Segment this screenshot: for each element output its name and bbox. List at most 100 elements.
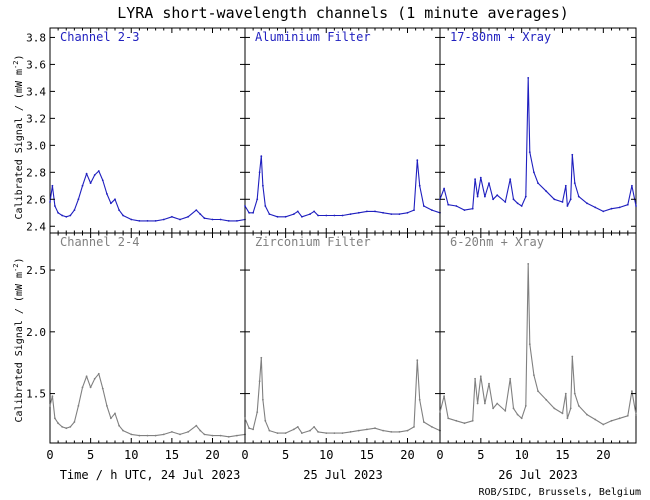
data-point <box>309 213 311 216</box>
y-tick-label: 2.0 <box>26 326 46 339</box>
data-point <box>626 414 629 417</box>
data-point <box>374 210 376 213</box>
series-line <box>49 373 246 438</box>
data-point <box>57 422 59 425</box>
data-point <box>602 210 605 213</box>
data-point <box>479 375 482 378</box>
data-point <box>484 402 486 405</box>
data-point <box>101 387 104 390</box>
x-tick-label: 10 <box>319 448 333 462</box>
data-point <box>635 205 637 207</box>
data-point <box>54 205 56 207</box>
data-point <box>262 184 264 187</box>
data-point <box>443 395 445 397</box>
data-point <box>252 211 255 214</box>
data-point <box>110 417 112 420</box>
data-point <box>631 390 633 392</box>
data-point <box>413 209 415 212</box>
data-point <box>447 203 450 206</box>
x-tick-label: 20 <box>400 448 414 462</box>
data-point <box>416 159 419 162</box>
data-point <box>564 184 567 187</box>
x-tick-label: 0 <box>241 448 248 462</box>
panel-label: Channel 2-4 <box>60 235 139 249</box>
panel-frame <box>244 27 441 234</box>
data-point <box>569 407 572 410</box>
data-point <box>586 202 588 205</box>
x-tick-label: 0 <box>46 448 53 462</box>
data-point <box>455 205 458 207</box>
data-point <box>162 218 165 221</box>
data-point <box>564 392 567 395</box>
data-point <box>171 431 173 433</box>
data-point <box>496 402 499 405</box>
data-point <box>471 419 474 422</box>
data-point <box>93 377 96 380</box>
data-point <box>341 214 344 217</box>
y-axis-label-sup: -2 <box>12 264 20 272</box>
y-tick-label: 1.5 <box>26 388 46 401</box>
data-point <box>85 375 88 378</box>
x-tick-label: 20 <box>596 448 610 462</box>
data-point <box>504 201 507 203</box>
x-tick-label: 10 <box>514 448 528 462</box>
panel-label: Aluminium Filter <box>255 30 371 44</box>
data-point <box>571 355 574 358</box>
x-axis-label: Time / h UTC, 24 Jul 2023 <box>60 468 241 482</box>
panel-frame <box>439 232 637 444</box>
data-point <box>484 195 486 198</box>
data-point <box>292 213 295 216</box>
x-tick-label: 15 <box>165 448 179 462</box>
data-point <box>512 407 515 410</box>
data-point <box>594 418 597 421</box>
data-point <box>443 187 445 190</box>
y-tick-label: 3.6 <box>26 58 46 71</box>
data-point <box>264 419 267 422</box>
data-point <box>527 263 530 265</box>
data-point <box>146 434 149 437</box>
x-tick-label: 15 <box>360 448 374 462</box>
data-point <box>49 201 51 203</box>
data-point <box>357 429 360 432</box>
data-point <box>618 417 621 420</box>
data-point <box>110 202 112 205</box>
data-point <box>325 432 328 434</box>
data-point <box>162 433 165 436</box>
data-point <box>256 411 259 413</box>
data-point <box>317 431 319 433</box>
data-point <box>524 405 527 407</box>
data-point <box>610 207 613 210</box>
data-point <box>276 215 279 218</box>
data-point <box>114 412 116 415</box>
data-point <box>398 213 401 216</box>
day-label-25: 25 Jul 2023 <box>303 468 382 482</box>
data-point <box>431 209 433 212</box>
series-line <box>49 170 246 222</box>
y-axis-label-text: Calibrated Signal / (mW m <box>14 272 25 423</box>
data-point <box>533 171 535 174</box>
data-point <box>349 431 352 433</box>
data-point <box>610 419 613 422</box>
series-line <box>244 357 441 434</box>
data-point <box>296 210 299 213</box>
data-point <box>631 184 633 187</box>
data-point <box>488 182 490 185</box>
data-point <box>69 426 72 428</box>
y-axis-label-text: Calibrated Signal / (mW m <box>14 69 25 220</box>
data-point <box>313 426 315 428</box>
data-point <box>77 405 80 407</box>
data-point <box>474 377 476 380</box>
data-point <box>537 390 539 392</box>
data-point <box>463 209 466 212</box>
data-point <box>488 382 490 385</box>
data-point <box>325 214 328 217</box>
data-point <box>561 201 564 203</box>
data-point <box>292 428 295 431</box>
data-point <box>154 434 157 437</box>
data-point <box>545 398 548 401</box>
data-point <box>97 170 100 172</box>
data-point <box>51 184 54 187</box>
data-point <box>406 211 409 214</box>
data-point <box>455 419 458 422</box>
data-point <box>284 432 287 434</box>
